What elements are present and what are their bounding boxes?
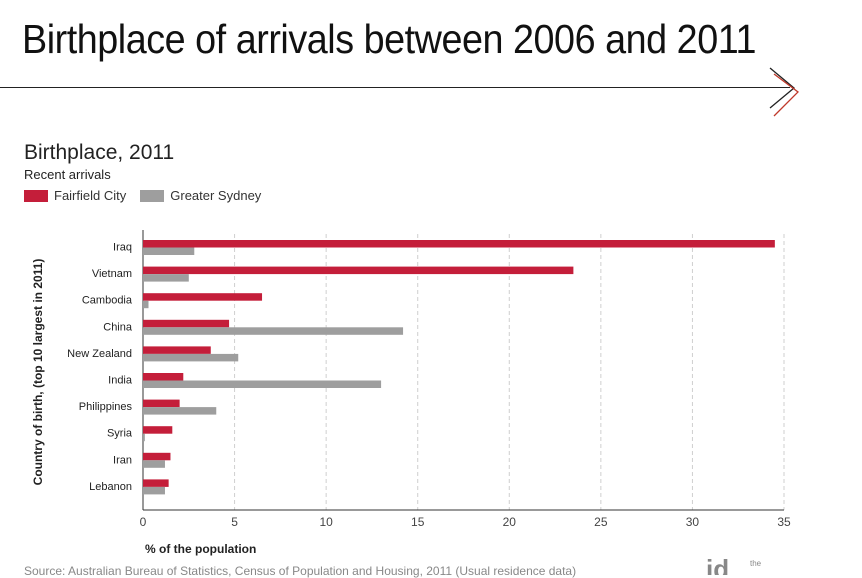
bar-greater-sydney	[143, 380, 382, 388]
category-label: Syria	[107, 428, 133, 440]
bar-fairfield	[143, 266, 574, 275]
logo-small-text: the	[750, 559, 762, 568]
x-tick-label: 0	[140, 515, 147, 529]
bar-fairfield	[143, 452, 171, 461]
x-tick-label: 30	[686, 515, 700, 529]
bar-fairfield	[143, 293, 263, 301]
bar-greater-sydney	[143, 460, 165, 468]
bar-greater-sydney	[143, 300, 149, 309]
x-tick-label: 15	[411, 515, 425, 529]
legend-swatch-fairfield	[24, 189, 48, 202]
category-label: India	[108, 375, 133, 387]
bar-greater-sydney	[143, 486, 165, 495]
x-tick-label: 10	[319, 515, 333, 529]
legend-label-fairfield: Fairfield City	[54, 188, 127, 203]
bar-greater-sydney	[143, 353, 239, 362]
legend-swatch-greater-sydney	[140, 189, 165, 202]
bar-fairfield	[143, 346, 211, 354]
category-label: Cambodia	[82, 295, 133, 307]
logo-mark: id	[706, 556, 730, 575]
source-note: Source: Australian Bureau of Statistics,…	[24, 564, 577, 578]
bar-fairfield	[143, 373, 184, 381]
x-tick-label: 5	[231, 515, 238, 529]
bar-greater-sydney	[143, 433, 145, 442]
bar-greater-sydney	[143, 407, 217, 415]
y-axis-label: Country of birth, (top 10 largest in 201…	[31, 259, 45, 486]
legend: Fairfield City Greater Sydney	[24, 188, 275, 203]
bar-fairfield	[143, 319, 230, 328]
bar-greater-sydney	[143, 274, 189, 282]
category-label: Iraq	[113, 242, 132, 254]
slide-title: Birthplace of arrivals between 2006 and …	[22, 16, 756, 62]
title-rule	[0, 87, 790, 88]
category-label: Vietnam	[92, 268, 132, 280]
x-tick-label: 35	[777, 515, 791, 529]
chevron-right-icon	[769, 67, 799, 117]
chart-title: Birthplace, 2011	[24, 141, 175, 164]
bar-greater-sydney	[143, 247, 195, 255]
x-tick-label: 25	[594, 515, 608, 529]
category-label: Philippines	[79, 401, 133, 413]
bar-fairfield	[143, 479, 169, 487]
legend-label-greater-sydney: Greater Sydney	[170, 188, 262, 203]
bar-fairfield	[143, 240, 775, 248]
category-label: China	[103, 321, 133, 333]
bar-greater-sydney	[143, 327, 404, 335]
legend-item-fairfield: Fairfield City	[24, 188, 126, 203]
category-label: Iran	[113, 454, 132, 466]
x-tick-label: 20	[503, 515, 517, 529]
chart-subtitle: Recent arrivals	[24, 167, 111, 182]
x-axis-label: % of the population	[145, 542, 256, 556]
category-label: New Zealand	[67, 348, 132, 360]
legend-item-greater-sydney: Greater Sydney	[140, 188, 261, 203]
bar-chart: 0 5 10 15 20 25 30 35 Iraq Vietnam Cambodia China Ne…	[31, 230, 791, 556]
company-logo: id the	[706, 556, 766, 575]
bar-fairfield	[143, 426, 173, 434]
bar-fairfield	[143, 399, 180, 408]
category-label: Lebanon	[89, 481, 132, 493]
